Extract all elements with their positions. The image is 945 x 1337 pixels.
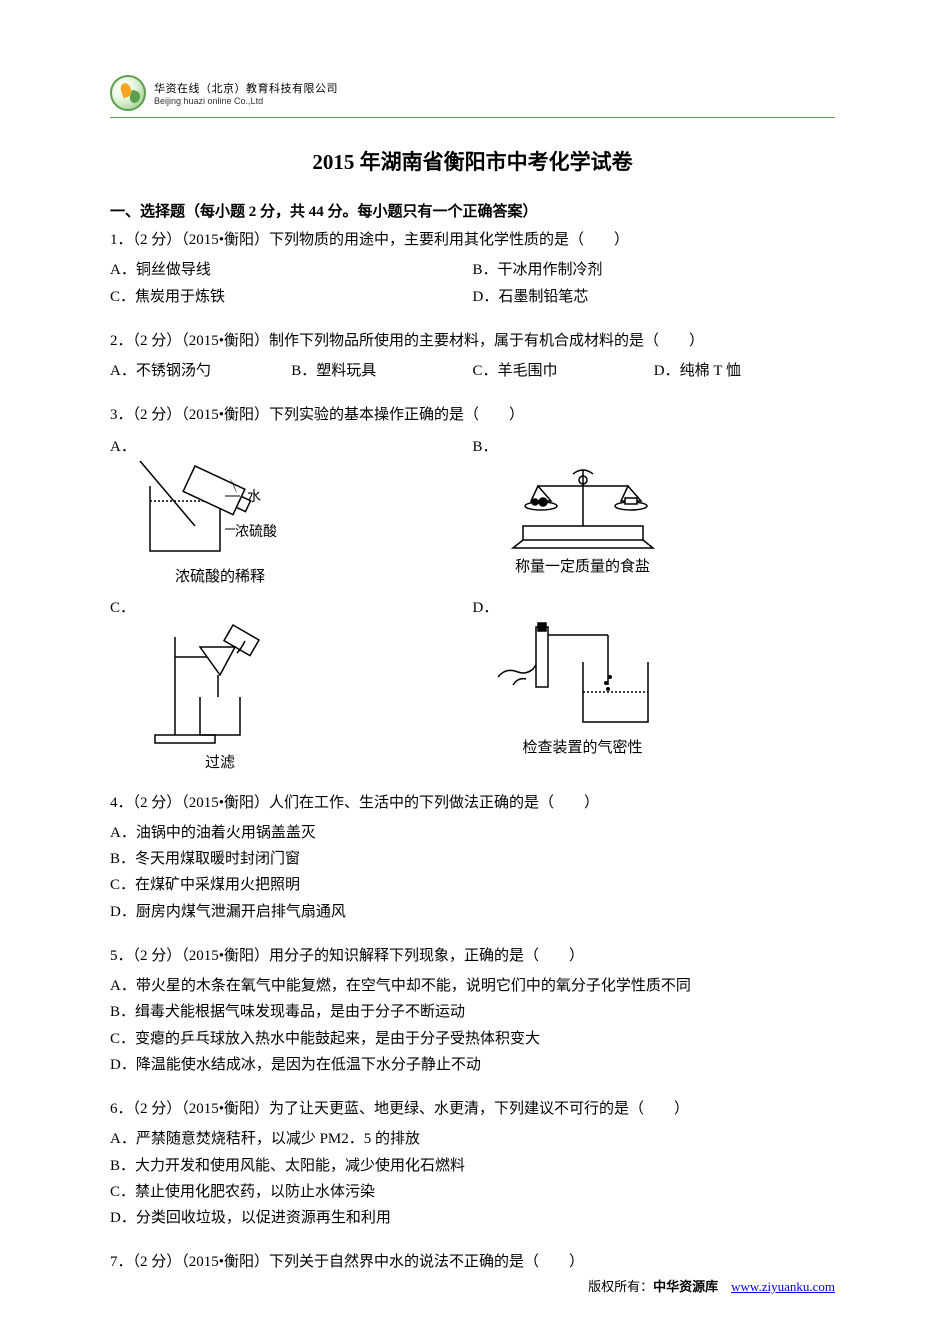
question-3-stem-text: 3．（2 分）（2015•衡阳）下列实验的基本操作正确的是 — [110, 407, 464, 423]
question-1-stem-text: 1．（2 分）（2015•衡阳）下列物质的用途中，主要利用其化学性质的是 — [110, 232, 569, 248]
question-4: 4．（2 分）（2015•衡阳）人们在工作、生活中的下列做法正确的是（ ） A．… — [110, 790, 835, 925]
question-4-option-c: C．在煤矿中采煤用火把照明 — [110, 872, 835, 898]
question-6-option-d: D．分类回收垃圾，以促进资源再生和利用 — [110, 1205, 835, 1231]
annot-acid: 浓硫酸 — [235, 524, 277, 540]
question-3-option-c: C． — [110, 596, 473, 772]
question-1: 1．（2 分）（2015•衡阳）下列物质的用途中，主要利用其化学性质的是（ ） … — [110, 227, 835, 310]
question-5-option-d: D．降温能使水结成冰，是因为在低温下水分子静止不动 — [110, 1052, 835, 1078]
question-7-stem-text: 7．（2 分）（2015•衡阳）下列关于自然界中水的说法不正确的是 — [110, 1254, 524, 1270]
question-6-stem: 6．（2 分）（2015•衡阳）为了让天更蓝、地更绿、水更清，下列建议不可行的是… — [110, 1096, 835, 1122]
question-6: 6．（2 分）（2015•衡阳）为了让天更蓝、地更绿、水更清，下列建议不可行的是… — [110, 1096, 835, 1231]
question-1-stem: 1．（2 分）（2015•衡阳）下列物质的用途中，主要利用其化学性质的是（ ） — [110, 227, 835, 253]
option-d-label: D． — [473, 596, 499, 617]
question-2-options: A．不锈钢汤勺 B．塑料玩具 C．羊毛围巾 D．纯棉 T 恤 — [110, 358, 835, 384]
question-5-options: A．带火星的木条在氧气中能复燃，在空气中却不能，说明它们中的氧分子化学性质不同 … — [110, 973, 835, 1078]
option-a-caption: 浓硫酸的稀释 — [110, 565, 330, 586]
question-6-option-b: B．大力开发和使用风能、太阳能，减少使用化石燃料 — [110, 1153, 835, 1179]
option-d-caption: 检查装置的气密性 — [473, 736, 693, 757]
page-container: 华资在线（北京）教育科技有限公司 Beijing huazi online Co… — [0, 0, 945, 1334]
question-1-options: A．铜丝做导线 B．干冰用作制冷剂 C．焦炭用于炼铁 D．石墨制铅笔芯 — [110, 257, 835, 310]
question-1-option-b: B．干冰用作制冷剂 — [473, 257, 836, 283]
question-6-option-a: A．严禁随意焚烧秸秆，以减少 PM2．5 的排放 — [110, 1126, 835, 1152]
company-name-cn: 华资在线（北京）教育科技有限公司 — [154, 80, 338, 96]
question-6-option-c: C．禁止使用化肥农药，以防止水体污染 — [110, 1179, 835, 1205]
question-2: 2．（2 分）（2015•衡阳）制作下列物品所使用的主要材料，属于有机合成材料的… — [110, 328, 835, 385]
question-4-option-b: B．冬天用煤取暖时封闭门窗 — [110, 846, 835, 872]
question-2-stem-text: 2．（2 分）（2015•衡阳）制作下列物品所使用的主要材料，属于有机合成材料的… — [110, 333, 644, 349]
question-3-options: A． 水 浓 — [110, 435, 835, 772]
question-3-option-d: D． — [473, 596, 836, 772]
question-4-options: A．油锅中的油着火用锅盖盖灭 B．冬天用煤取暖时封闭门窗 C．在煤矿中采煤用火把… — [110, 820, 835, 925]
question-2-stem: 2．（2 分）（2015•衡阳）制作下列物品所使用的主要材料，属于有机合成材料的… — [110, 328, 835, 354]
footer-link[interactable]: www.ziyuanku.com — [731, 1279, 835, 1294]
question-1-option-a: A．铜丝做导线 — [110, 257, 473, 283]
option-c-caption: 过滤 — [110, 751, 330, 772]
company-name-en: Beijing huazi online Co.,Ltd — [154, 96, 338, 106]
question-7: 7．（2 分）（2015•衡阳）下列关于自然界中水的说法不正确的是（ ） — [110, 1249, 835, 1275]
company-logo-icon — [110, 75, 146, 111]
answer-blank: （ ） — [524, 1254, 584, 1270]
footer-prefix: 版权所有： — [588, 1279, 653, 1294]
question-3-option-a: A． 水 浓 — [110, 435, 473, 586]
question-1-option-c: C．焦炭用于炼铁 — [110, 284, 473, 310]
question-4-option-d: D．厨房内煤气泄漏开启排气扇通风 — [110, 899, 835, 925]
option-b-caption: 称量一定质量的食盐 — [473, 555, 693, 576]
question-4-stem: 4．（2 分）（2015•衡阳）人们在工作、生活中的下列做法正确的是（ ） — [110, 790, 835, 816]
question-5-option-a: A．带火星的木条在氧气中能复燃，在空气中却不能，说明它们中的氧分子化学性质不同 — [110, 973, 835, 999]
answer-blank: （ ） — [569, 232, 629, 248]
question-7-stem: 7．（2 分）（2015•衡阳）下列关于自然界中水的说法不正确的是（ ） — [110, 1249, 835, 1275]
option-a-label: A． — [110, 435, 136, 456]
question-4-option-a: A．油锅中的油着火用锅盖盖灭 — [110, 820, 835, 846]
question-5: 5．（2 分）（2015•衡阳）用分子的知识解释下列现象，正确的是（ ） A．带… — [110, 943, 835, 1078]
footer-owner: 中华资源库 — [653, 1279, 718, 1294]
option-b-label: B． — [473, 435, 498, 456]
question-3: 3．（2 分）（2015•衡阳）下列实验的基本操作正确的是（ ） A． — [110, 402, 835, 771]
answer-blank: （ ） — [464, 407, 524, 423]
answer-blank: （ ） — [539, 795, 599, 811]
question-3-option-b: B． — [473, 435, 836, 586]
question-6-options: A．严禁随意焚烧秸秆，以减少 PM2．5 的排放 B．大力开发和使用风能、太阳能… — [110, 1126, 835, 1231]
page-footer: 版权所有：中华资源库 www.ziyuanku.com — [588, 1276, 835, 1295]
answer-blank: （ ） — [629, 1101, 689, 1117]
answer-blank: （ ） — [524, 948, 584, 964]
figure-dilute-acid-icon: 水 浓硫酸 — [110, 456, 330, 561]
page-header: 华资在线（北京）教育科技有限公司 Beijing huazi online Co… — [110, 75, 835, 118]
question-4-stem-text: 4．（2 分）（2015•衡阳）人们在工作、生活中的下列做法正确的是 — [110, 795, 539, 811]
figure-airtight-icon — [473, 617, 693, 732]
figure-filtration-icon — [110, 617, 330, 747]
question-5-stem: 5．（2 分）（2015•衡阳）用分子的知识解释下列现象，正确的是（ ） — [110, 943, 835, 969]
question-2-option-a: A．不锈钢汤勺 — [110, 358, 291, 384]
question-2-option-c: C．羊毛围巾 — [473, 358, 654, 384]
company-name-block: 华资在线（北京）教育科技有限公司 Beijing huazi online Co… — [154, 80, 338, 106]
exam-title: 2015 年湖南省衡阳市中考化学试卷 — [110, 146, 835, 176]
question-5-option-b: B．缉毒犬能根据气味发现毒品，是由于分子不断运动 — [110, 999, 835, 1025]
figure-balance-icon — [473, 456, 693, 551]
section-heading: 一、选择题（每小题 2 分，共 44 分。每小题只有一个正确答案） — [110, 200, 835, 221]
question-5-stem-text: 5．（2 分）（2015•衡阳）用分子的知识解释下列现象，正确的是 — [110, 948, 524, 964]
question-2-option-b: B．塑料玩具 — [291, 358, 472, 384]
question-3-stem: 3．（2 分）（2015•衡阳）下列实验的基本操作正确的是（ ） — [110, 402, 835, 428]
answer-blank: （ ） — [644, 333, 704, 349]
question-6-stem-text: 6．（2 分）（2015•衡阳）为了让天更蓝、地更绿、水更清，下列建议不可行的是 — [110, 1101, 629, 1117]
question-5-option-c: C．变瘪的乒乓球放入热水中能鼓起来，是由于分子受热体积变大 — [110, 1026, 835, 1052]
option-c-label: C． — [110, 596, 135, 617]
question-2-option-d: D．纯棉 T 恤 — [654, 358, 835, 384]
annot-water: 水 — [247, 489, 261, 505]
question-1-option-d: D．石墨制铅笔芯 — [473, 284, 836, 310]
